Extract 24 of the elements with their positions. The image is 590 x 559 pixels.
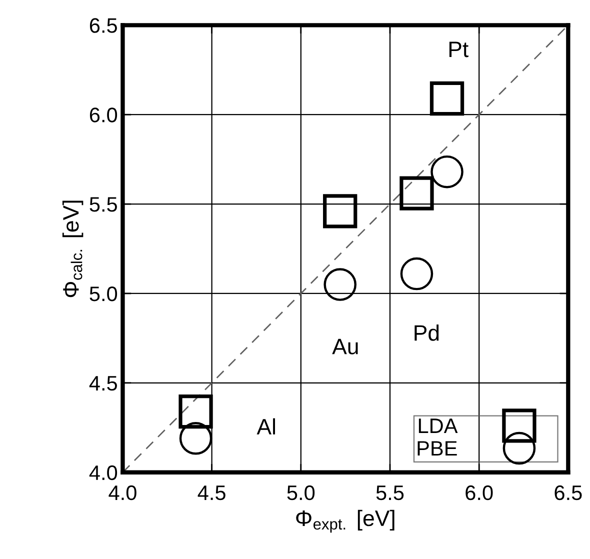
x-tick-label: 6.5 <box>554 485 582 500</box>
x-tick-label: 5.0 <box>287 485 315 500</box>
legend-label: LDA <box>418 418 458 433</box>
legend-label: PBE <box>418 441 457 456</box>
y-tick-label: 5.0 <box>90 286 118 302</box>
y-tick-label: 4.5 <box>89 376 117 391</box>
y-tick-label: 6.0 <box>90 108 118 122</box>
annotation: Pd <box>414 324 439 341</box>
y-axis-title: Φ$_{calc.}$ [eV] <box>62 200 84 298</box>
x-axis-title: Φ$_{expt.}$ [eV] <box>296 510 394 533</box>
point <box>400 176 434 210</box>
y-tick-label: 5.5 <box>90 197 117 212</box>
y-tick-label: 4.0 <box>89 465 118 480</box>
point <box>323 194 358 228</box>
y-tick-label: 6.5 <box>90 18 117 33</box>
x-tick-label: 6.0 <box>466 485 493 500</box>
annotation: Au <box>332 338 358 354</box>
point <box>430 81 464 116</box>
x-tick-label: 5.5 <box>376 486 404 500</box>
annotation: Pt <box>449 42 468 58</box>
annotation: Al <box>256 418 275 434</box>
point <box>178 394 213 429</box>
x-tick-label: 4.5 <box>198 486 226 500</box>
x-tick-label: 4.0 <box>108 485 136 500</box>
